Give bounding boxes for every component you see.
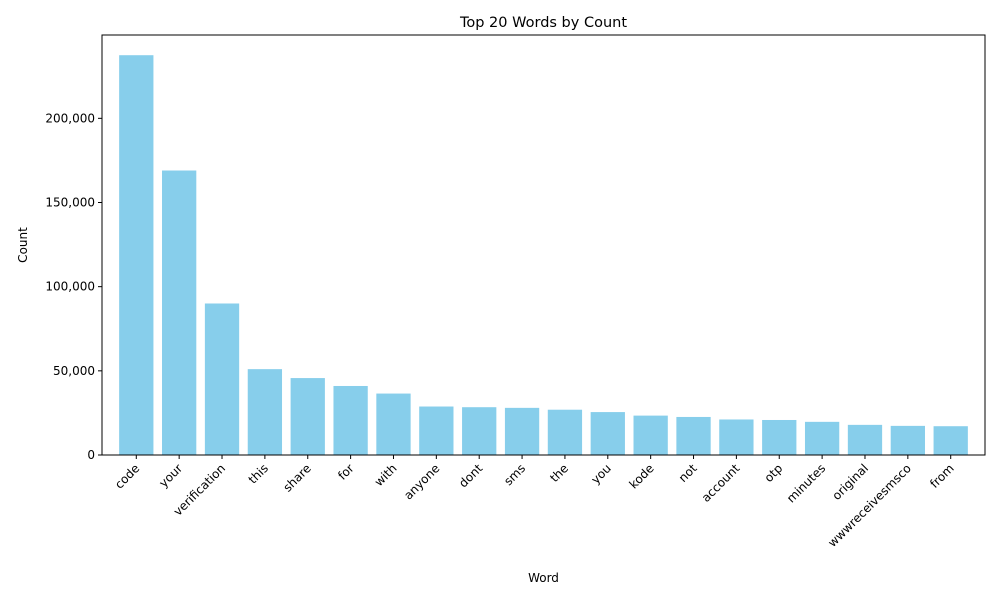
bar-share — [290, 378, 325, 455]
x-tick-label-with: with — [372, 461, 400, 489]
bar-the — [547, 409, 583, 455]
bar-this — [247, 369, 283, 455]
bar-with — [376, 393, 411, 455]
x-tick-label-anyone: anyone — [401, 461, 442, 502]
x-tick-label-account: account — [699, 461, 743, 505]
x-tick-label-this: this — [246, 461, 271, 486]
x-tick-label-sms: sms — [501, 461, 528, 488]
x-tick-label-your: your — [156, 461, 185, 490]
bar-not — [676, 416, 711, 455]
x-tick-label-dont: dont — [456, 461, 485, 490]
bar-code — [119, 55, 154, 455]
x-tick-label-otp: otp — [762, 461, 786, 485]
x-tick-label-kode: kode — [626, 461, 656, 491]
y-axis-ticks: 0 50,000 100,000 150,000 200,000 — [45, 111, 102, 462]
x-tick-label-wwwreceivesmsco: wwwreceivesmsco — [825, 461, 914, 550]
x-tick-label-not: not — [676, 461, 700, 485]
x-tick-label-you: you — [588, 461, 614, 487]
x-tick-label-code: code — [112, 461, 142, 491]
bar-for — [333, 385, 368, 455]
plot-frame — [101, 34, 986, 456]
y-tick-label: 50,000 — [53, 364, 95, 378]
bar-you — [590, 412, 625, 455]
x-tick-label-minutes: minutes — [784, 461, 828, 505]
x-tick-label-from: from — [927, 461, 957, 491]
bar-kode — [633, 415, 668, 455]
x-axis-label: Word — [528, 571, 559, 585]
y-tick-label: 0 — [87, 448, 95, 462]
x-tick-label-for: for — [335, 461, 357, 483]
bar-sms — [504, 407, 540, 455]
y-tick-label: 200,000 — [45, 111, 95, 125]
y-tick-label: 150,000 — [45, 195, 95, 209]
x-tick-label-the: the — [547, 461, 571, 485]
bar-anyone — [419, 406, 454, 455]
bar-your — [162, 170, 197, 455]
bar-verification — [204, 303, 240, 455]
bar-original — [847, 424, 883, 455]
bar-minutes — [804, 421, 840, 455]
y-tick-label: 100,000 — [45, 280, 95, 294]
bar-from — [933, 426, 968, 455]
y-axis-label: Count — [16, 227, 30, 263]
x-tick-label-share: share — [280, 461, 313, 494]
chart-title: Top 20 Words by Count — [459, 15, 627, 31]
bar-account — [719, 419, 754, 455]
bar-otp — [762, 419, 797, 455]
bars-group — [119, 55, 968, 455]
bar-wwwreceivesmsco — [890, 425, 925, 455]
x-tick-label-original: original — [829, 461, 871, 503]
bar-dont — [462, 407, 497, 455]
